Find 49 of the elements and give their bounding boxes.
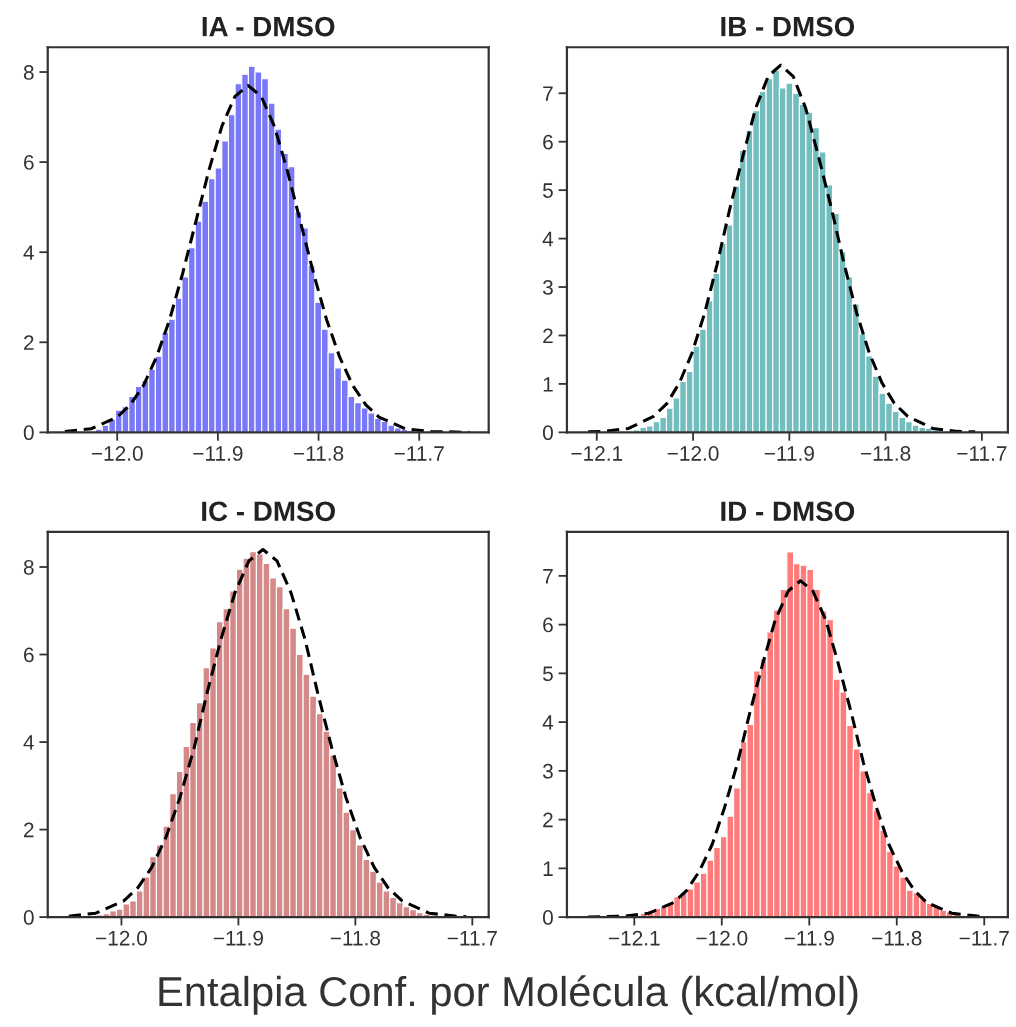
x-tick-label: −11.8 — [872, 930, 922, 946]
x-tick-label: −11.9 — [764, 446, 814, 461]
y-tick-label: 3 — [542, 280, 553, 295]
x-tick-label: −11.9 — [213, 930, 263, 946]
x-tick-label: −11.7 — [957, 446, 1007, 461]
y-tick-label: 4 — [542, 715, 554, 730]
x-tick-label: −12.0 — [667, 446, 719, 461]
y-tick-label: 2 — [543, 812, 553, 828]
x-tick-label: −12.1 — [571, 446, 623, 461]
y-tick-label: 6 — [24, 155, 34, 170]
y-tick-label: 2 — [24, 822, 34, 838]
x-tick-label: −11.7 — [394, 446, 444, 461]
y-tick-label: 7 — [543, 86, 553, 101]
x-tick-label: −12.0 — [91, 446, 143, 461]
y-tick-label: 4 — [542, 231, 554, 247]
y-tick-label: 8 — [23, 65, 34, 80]
x-tick-label: −11.7 — [447, 931, 497, 946]
x-tick-label: −12.1 — [608, 930, 660, 946]
y-tick-label: 0 — [542, 910, 553, 925]
y-tick-label: 6 — [543, 617, 553, 633]
y-tick-label: 3 — [542, 763, 553, 779]
chart-title: IB - DMSO — [721, 16, 855, 37]
y-tick-label: 1 — [543, 861, 553, 876]
y-tick-label: 6 — [24, 647, 34, 663]
y-tick-label: 5 — [542, 666, 553, 682]
x-tick-label: −11.9 — [193, 446, 243, 461]
x-tick-label: −12.0 — [696, 930, 748, 946]
y-tick-label: 8 — [23, 560, 34, 575]
x-tick-label: −11.8 — [330, 930, 381, 946]
x-tick-label: −11.7 — [959, 931, 1009, 946]
chart-title: IC - DMSO — [202, 501, 335, 522]
y-tick-label: 7 — [543, 569, 553, 584]
chart-title: IA - DMSO — [202, 16, 335, 37]
y-tick-label: 2 — [24, 335, 34, 350]
y-tick-label: 1 — [543, 377, 553, 392]
y-tick-label: 0 — [23, 910, 34, 925]
y-tick-label: 5 — [542, 183, 553, 198]
y-tick-label: 4 — [23, 245, 34, 260]
x-axis-title: Entalpia Conf. por Molécula (kcal/mol) — [159, 975, 858, 1015]
y-tick-label: 0 — [542, 425, 553, 441]
x-tick-label: −12.0 — [96, 930, 147, 946]
y-tick-label: 0 — [23, 425, 34, 441]
y-tick-label: 6 — [543, 134, 553, 150]
x-tick-label: −11.8 — [294, 446, 344, 461]
x-tick-label: −11.9 — [784, 930, 834, 946]
x-tick-label: −11.8 — [861, 446, 911, 461]
chart-title: ID - DMSO — [721, 501, 855, 522]
y-tick-label: 4 — [23, 735, 34, 750]
y-tick-label: 2 — [543, 328, 553, 344]
